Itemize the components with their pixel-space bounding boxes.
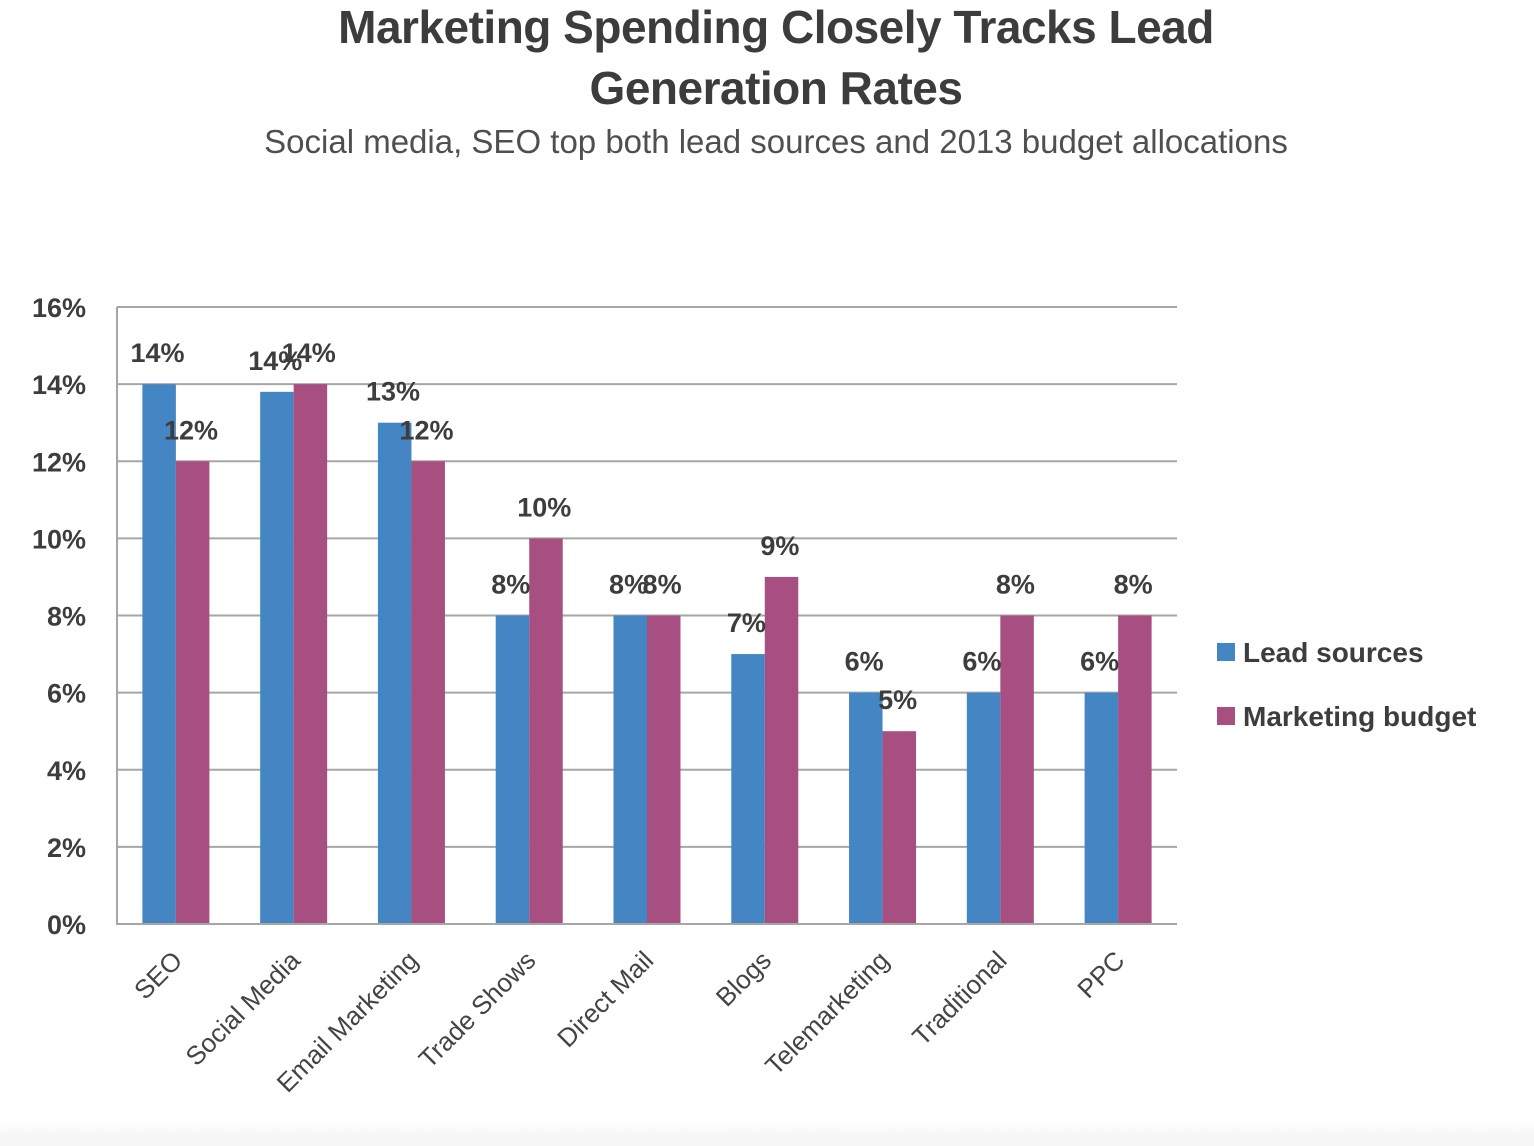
- x-category-label: Social Media: [179, 945, 306, 1072]
- bar-lead-sources: [260, 391, 294, 924]
- bars: [142, 384, 1152, 924]
- bar-marketing-budget: [529, 538, 563, 924]
- bar-marketing-budget: [647, 615, 681, 924]
- x-category-label: Traditional: [906, 945, 1012, 1051]
- legend-label-lead-sources: Lead sources: [1243, 637, 1424, 668]
- bar-marketing-budget: [293, 384, 328, 924]
- y-tick-label: 14%: [32, 370, 86, 400]
- y-axis-tick-labels: 0% 2% 4% 6% 8% 10% 12% 14% 16%: [32, 293, 86, 940]
- bar-lead-sources: [613, 615, 647, 924]
- data-label-lead-sources: 7%: [727, 608, 766, 638]
- data-label-lead-sources: 13%: [366, 377, 420, 407]
- data-label-marketing-budget: 12%: [399, 415, 453, 445]
- data-label-marketing-budget: 12%: [164, 415, 218, 445]
- chart-title-line-2: Generation Rates: [589, 62, 963, 114]
- legend-swatch-lead-sources: [1217, 643, 1235, 661]
- x-category-label: Telemarketing: [759, 945, 895, 1081]
- bar-lead-sources: [849, 692, 883, 924]
- x-category-label: Trade Shows: [413, 945, 542, 1074]
- bar-marketing-budget: [175, 461, 210, 924]
- data-label-marketing-budget: 9%: [760, 531, 799, 561]
- y-tick-label: 4%: [47, 756, 86, 786]
- y-tick-label: 6%: [47, 679, 86, 709]
- data-label-lead-sources: 8%: [491, 570, 530, 600]
- bar-marketing-budget: [882, 731, 917, 924]
- chart-subtitle: Social media, SEO top both lead sources …: [264, 123, 1288, 160]
- data-label-marketing-budget: 8%: [1114, 570, 1153, 600]
- chart-title-line-1: Marketing Spending Closely Tracks Lead: [338, 1, 1214, 53]
- bar-lead-sources: [1084, 692, 1119, 924]
- data-label-lead-sources: 14%: [248, 346, 302, 376]
- bar-marketing-budget: [411, 461, 445, 924]
- legend-label-marketing-budget: Marketing budget: [1243, 701, 1476, 732]
- legend-swatch-marketing-budget: [1217, 707, 1235, 725]
- y-tick-label: 16%: [32, 293, 86, 323]
- data-label-marketing-budget: 8%: [996, 570, 1035, 600]
- data-label-lead-sources: 6%: [845, 647, 884, 677]
- x-category-label: PPC: [1071, 945, 1130, 1004]
- bar-marketing-budget: [764, 576, 799, 924]
- y-tick-label: 10%: [32, 524, 86, 554]
- bar-marketing-budget: [1000, 615, 1034, 924]
- data-label-marketing-budget: 14%: [282, 338, 336, 368]
- bar-lead-sources: [495, 615, 530, 924]
- bar-lead-sources: [142, 384, 176, 924]
- data-label-lead-sources: 8%: [609, 570, 648, 600]
- y-tick-label: 2%: [47, 833, 86, 863]
- data-labels: 14%12%14%14%13%12%8%10%8%8%7%9%6%5%6%8%6…: [130, 338, 1152, 715]
- y-tick-label: 0%: [47, 910, 86, 940]
- x-category-label: Direct Mail: [551, 945, 659, 1053]
- data-label-marketing-budget: 8%: [643, 570, 682, 600]
- data-label-marketing-budget: 10%: [517, 492, 571, 522]
- bar-lead-sources: [966, 692, 1001, 924]
- y-tick-label: 12%: [32, 447, 86, 477]
- data-label-lead-sources: 14%: [130, 338, 184, 368]
- bar-lead-sources: [377, 422, 412, 924]
- data-label-lead-sources: 6%: [962, 647, 1001, 677]
- axes: [116, 307, 1177, 925]
- bar-marketing-budget: [1118, 615, 1152, 924]
- y-tick-label: 8%: [47, 602, 86, 632]
- legend: Lead sources Marketing budget: [1217, 637, 1476, 732]
- x-category-label: Blogs: [710, 945, 777, 1012]
- data-label-lead-sources: 6%: [1080, 647, 1119, 677]
- data-label-marketing-budget: 5%: [878, 685, 917, 715]
- bar-lead-sources: [731, 654, 765, 924]
- x-category-label: SEO: [128, 945, 188, 1005]
